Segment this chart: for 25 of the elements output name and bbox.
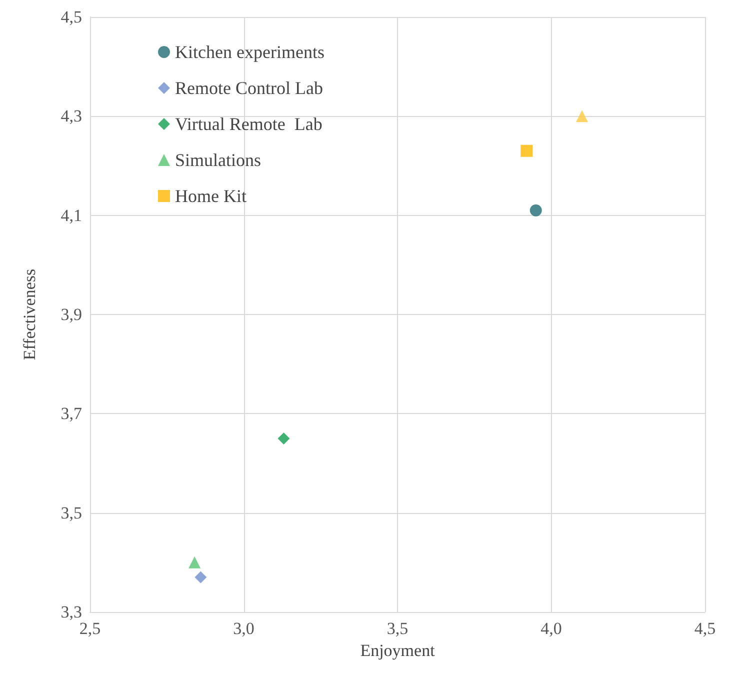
legend-label: Simulations — [175, 150, 262, 170]
legend-label: Virtual Remote Lab — [175, 114, 322, 134]
point — [520, 144, 533, 157]
y-tick-label: 3,9 — [60, 305, 82, 324]
legend-label: Kitchen experiments — [175, 42, 324, 62]
y-tick-label: 3,7 — [60, 404, 82, 424]
y-tick-label: 3,5 — [60, 503, 82, 522]
x-tick-label: 3,0 — [233, 619, 254, 638]
point — [576, 110, 588, 122]
y-tick-label: 3,3 — [60, 602, 82, 622]
point — [278, 432, 290, 444]
y-tick-label: 4,5 — [60, 8, 82, 26]
x-axis-title: Enjoyment — [360, 640, 436, 660]
point — [188, 556, 201, 568]
y-tick-label: 4,1 — [60, 206, 82, 225]
x-tick-label: 4,5 — [694, 619, 716, 638]
legend-label: Remote Control Lab — [175, 78, 323, 98]
y-tick-label: 4,3 — [60, 106, 82, 126]
point — [530, 204, 542, 216]
x-tick-label: 4,0 — [540, 619, 562, 638]
point — [194, 571, 207, 584]
legend-label: Home Kit — [175, 186, 246, 206]
x-tick-label: 2,5 — [79, 619, 101, 638]
x-tick-label: 3,5 — [386, 619, 408, 638]
y-axis-title: Effectiveness — [20, 268, 39, 360]
